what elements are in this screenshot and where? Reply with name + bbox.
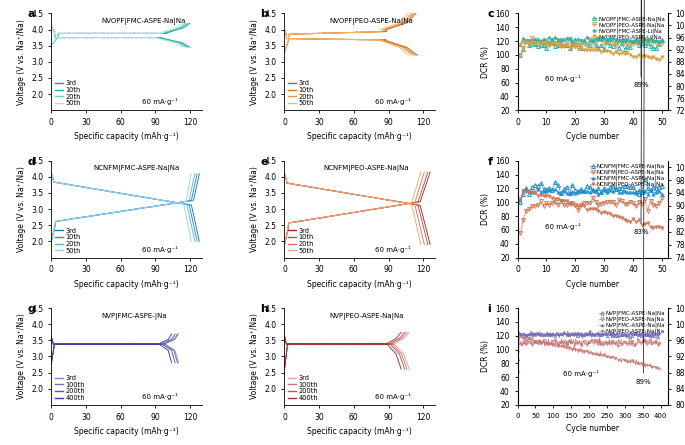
Y-axis label: Voltage (V vs. Na⁺/Na): Voltage (V vs. Na⁺/Na) xyxy=(17,314,26,400)
Text: i: i xyxy=(488,304,491,314)
Y-axis label: Voltage (V vs. Na⁺/Na): Voltage (V vs. Na⁺/Na) xyxy=(250,19,259,105)
X-axis label: Specific capacity (mAh·g⁻¹): Specific capacity (mAh·g⁻¹) xyxy=(308,427,412,436)
Text: 60 mA·g⁻¹: 60 mA·g⁻¹ xyxy=(142,98,177,105)
Legend: 3rd, 10th, 20th, 50th: 3rd, 10th, 20th, 50th xyxy=(53,225,84,256)
Text: h: h xyxy=(260,304,269,314)
X-axis label: Cycle number: Cycle number xyxy=(566,424,619,433)
Text: NVOPF|FMC-ASPE-Na|Na: NVOPF|FMC-ASPE-Na|Na xyxy=(101,18,186,25)
Text: a: a xyxy=(27,9,35,20)
Legend: 3rd, 100th, 200th, 400th: 3rd, 100th, 200th, 400th xyxy=(286,372,321,404)
Y-axis label: Voltage (V vs. Na⁺/Na): Voltage (V vs. Na⁺/Na) xyxy=(17,19,26,105)
Y-axis label: Voltage (V vs. Na⁺/Na): Voltage (V vs. Na⁺/Na) xyxy=(250,314,259,400)
Text: b: b xyxy=(260,9,269,20)
Text: 60 mA·g⁻¹: 60 mA·g⁻¹ xyxy=(375,246,410,253)
Y-axis label: DCR (%): DCR (%) xyxy=(481,340,490,372)
Text: 83%: 83% xyxy=(633,0,664,235)
Text: d: d xyxy=(27,157,35,167)
Text: NCNFM|PEO-ASPE-Na|Na: NCNFM|PEO-ASPE-Na|Na xyxy=(323,166,409,172)
Text: 60 mA·g⁻¹: 60 mA·g⁻¹ xyxy=(375,98,410,105)
Legend: 3rd, 100th, 200th, 400th: 3rd, 100th, 200th, 400th xyxy=(53,372,88,404)
X-axis label: Specific capacity (mAh·g⁻¹): Specific capacity (mAh·g⁻¹) xyxy=(74,133,179,142)
Text: 60 mA·g⁻¹: 60 mA·g⁻¹ xyxy=(545,75,580,82)
Text: 60 mA·g⁻¹: 60 mA·g⁻¹ xyxy=(142,246,177,253)
Legend: 3rd, 10th, 20th, 50th: 3rd, 10th, 20th, 50th xyxy=(286,225,316,256)
Text: 89%: 89% xyxy=(633,0,664,88)
Y-axis label: DCR (%): DCR (%) xyxy=(481,193,490,225)
Text: 60 mA·g⁻¹: 60 mA·g⁻¹ xyxy=(142,393,177,400)
Y-axis label: Voltage (V vs. Na⁺/Na): Voltage (V vs. Na⁺/Na) xyxy=(17,166,26,252)
Legend: NVP|FMC-ASPE-Na|Na, NVP|PEO-ASPE-Na|Na, NVP|FMC-ASPE-Na|Na, NVP|PEO-ASPE-Na|Na: NVP|FMC-ASPE-Na|Na, NVP|PEO-ASPE-Na|Na, … xyxy=(597,308,667,337)
X-axis label: Specific capacity (mAh·g⁻¹): Specific capacity (mAh·g⁻¹) xyxy=(74,280,179,289)
Text: g: g xyxy=(27,304,35,314)
Text: c: c xyxy=(488,9,494,20)
Legend: NCNFM|FMC-ASPE-Na|Na, NCNFM|PEO-ASPE-Na|Na, NCNFM|FMC-ASPE-Na|Na, NCNFM|PEO-ASPE: NCNFM|FMC-ASPE-Na|Na, NCNFM|PEO-ASPE-Na|… xyxy=(588,161,667,190)
Y-axis label: Voltage (V vs. Na⁺/Na): Voltage (V vs. Na⁺/Na) xyxy=(250,166,259,252)
X-axis label: Specific capacity (mAh·g⁻¹): Specific capacity (mAh·g⁻¹) xyxy=(308,280,412,289)
X-axis label: Cycle number: Cycle number xyxy=(566,280,619,289)
Text: f: f xyxy=(488,157,493,167)
Text: NVP|PEO-ASPE-Na|Na: NVP|PEO-ASPE-Na|Na xyxy=(329,313,404,320)
X-axis label: Cycle number: Cycle number xyxy=(566,133,619,142)
Y-axis label: DCR (%): DCR (%) xyxy=(481,46,490,78)
Legend: 3rd, 10th, 20th, 50th: 3rd, 10th, 20th, 50th xyxy=(53,77,84,109)
X-axis label: Specific capacity (mAh·g⁻¹): Specific capacity (mAh·g⁻¹) xyxy=(74,427,179,436)
Text: NCNFM|FMC-ASPE-Na|Na: NCNFM|FMC-ASPE-Na|Na xyxy=(93,166,179,172)
Text: e: e xyxy=(260,157,268,167)
X-axis label: Specific capacity (mAh·g⁻¹): Specific capacity (mAh·g⁻¹) xyxy=(308,133,412,142)
Legend: NVOPF|FMC-ASPE-Na|Na, NVOPF|PEO-ASPE-Na|Na, NVOPF|FMC-ASPE-Li|Na, NVOPF|PEO-ASPE: NVOPF|FMC-ASPE-Na|Na, NVOPF|PEO-ASPE-Na|… xyxy=(589,14,667,42)
Legend: 3rd, 10th, 20th, 50th: 3rd, 10th, 20th, 50th xyxy=(286,77,316,109)
Text: 60 mA·g⁻¹: 60 mA·g⁻¹ xyxy=(375,393,410,400)
Text: NVP|FMC-ASPE-|Na: NVP|FMC-ASPE-|Na xyxy=(101,313,166,320)
Text: 60 mA·g⁻¹: 60 mA·g⁻¹ xyxy=(562,370,599,377)
Text: 60 mA·g⁻¹: 60 mA·g⁻¹ xyxy=(545,222,580,230)
Text: 89%: 89% xyxy=(636,0,662,384)
Text: NVOPF|PEO-ASPE-Na|Na: NVOPF|PEO-ASPE-Na|Na xyxy=(329,18,413,25)
